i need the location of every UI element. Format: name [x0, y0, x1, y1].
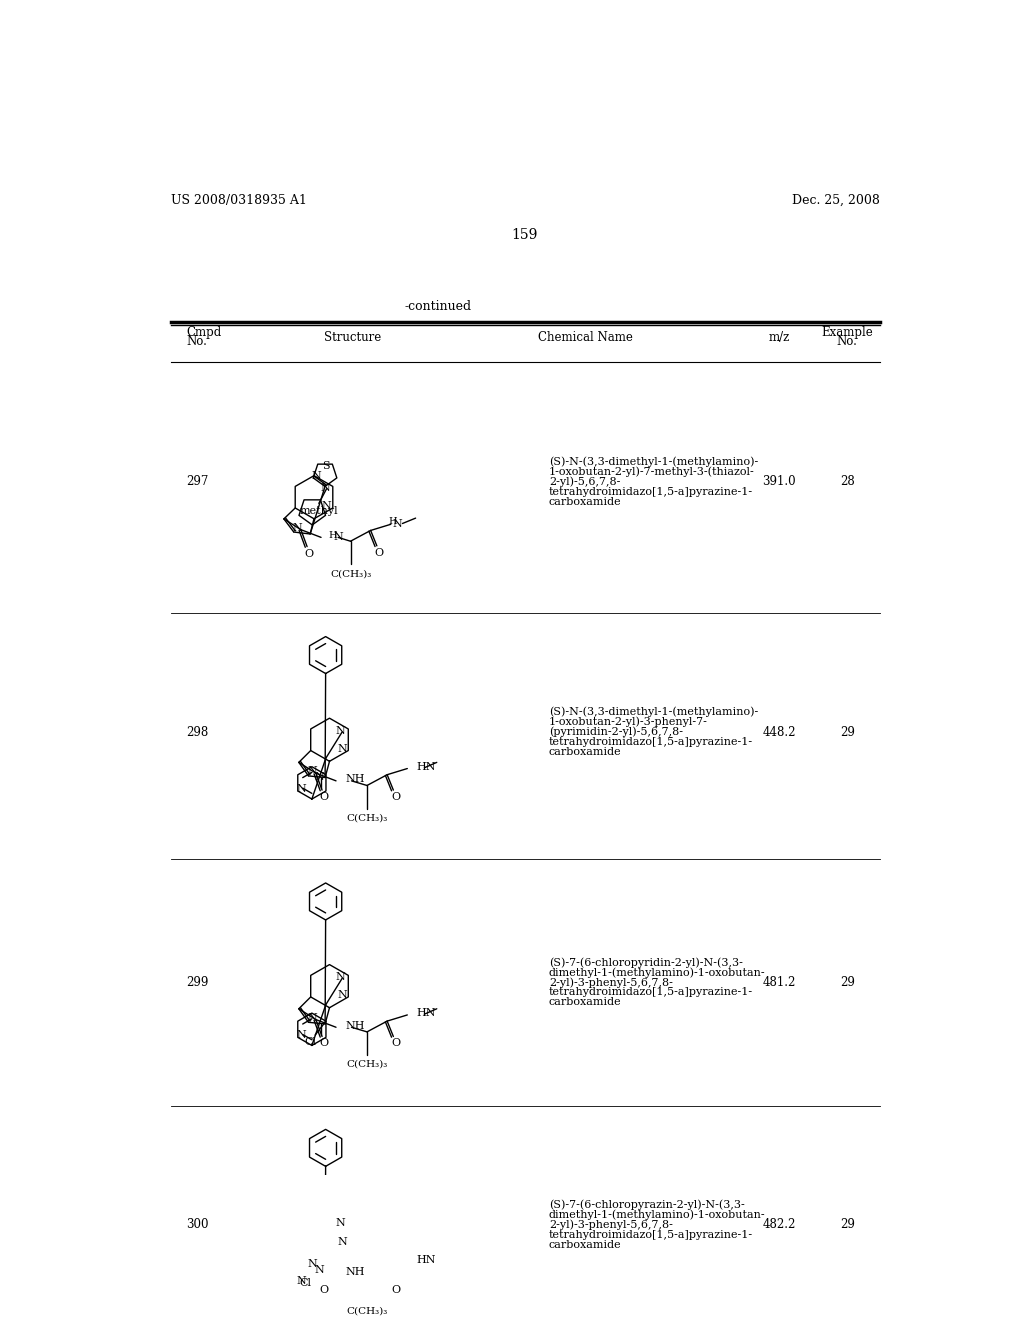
Text: 2-yl)-3-phenyl-5,6,7,8-: 2-yl)-3-phenyl-5,6,7,8- — [549, 977, 673, 987]
Text: N: N — [334, 532, 343, 541]
Text: 2-yl)-5,6,7,8-: 2-yl)-5,6,7,8- — [549, 477, 621, 487]
Text: N: N — [337, 744, 347, 754]
Text: 300: 300 — [186, 1218, 209, 1232]
Text: N: N — [311, 471, 322, 482]
Text: C(CH₃)₃: C(CH₃)₃ — [346, 1305, 388, 1315]
Text: N: N — [315, 1265, 325, 1275]
Text: S: S — [323, 462, 330, 471]
Text: H: H — [389, 517, 397, 527]
Text: carboxamide: carboxamide — [549, 496, 622, 507]
Text: Cl: Cl — [304, 1038, 316, 1047]
Text: tetrahydroimidazo[1,5-a]pyrazine-1-: tetrahydroimidazo[1,5-a]pyrazine-1- — [549, 487, 753, 496]
Text: C(CH₃)₃: C(CH₃)₃ — [346, 1060, 388, 1069]
Text: N: N — [307, 767, 317, 776]
Text: N: N — [336, 726, 345, 735]
Text: Structure: Structure — [325, 330, 381, 343]
Text: 448.2: 448.2 — [762, 726, 796, 739]
Text: O: O — [375, 548, 384, 558]
Text: NH: NH — [345, 775, 365, 784]
Text: carboxamide: carboxamide — [549, 747, 622, 758]
Text: Example: Example — [821, 326, 873, 339]
Text: US 2008/0318935 A1: US 2008/0318935 A1 — [171, 194, 306, 207]
Text: tetrahydroimidazo[1,5-a]pyrazine-1-: tetrahydroimidazo[1,5-a]pyrazine-1- — [549, 1230, 753, 1239]
Text: 159: 159 — [512, 228, 538, 243]
Text: Cmpd: Cmpd — [186, 326, 221, 339]
Text: 1-oxobutan-2-yl)-7-methyl-3-(thiazol-: 1-oxobutan-2-yl)-7-methyl-3-(thiazol- — [549, 466, 755, 477]
Text: N: N — [297, 1030, 306, 1040]
Text: 2-yl)-3-phenyl-5,6,7,8-: 2-yl)-3-phenyl-5,6,7,8- — [549, 1220, 673, 1230]
Text: HN: HN — [417, 1008, 436, 1019]
Text: O: O — [319, 1284, 329, 1295]
Text: 391.0: 391.0 — [762, 475, 796, 488]
Text: O: O — [319, 792, 329, 803]
Text: methyl: methyl — [300, 506, 338, 516]
Text: 481.2: 481.2 — [762, 975, 796, 989]
Text: 1-oxobutan-2-yl)-3-phenyl-7-: 1-oxobutan-2-yl)-3-phenyl-7- — [549, 717, 708, 727]
Text: O: O — [319, 1039, 329, 1048]
Text: N: N — [297, 784, 306, 793]
Text: carboxamide: carboxamide — [549, 998, 622, 1007]
Text: Dec. 25, 2008: Dec. 25, 2008 — [792, 194, 880, 207]
Text: Cl: Cl — [300, 1278, 311, 1287]
Text: Chemical Name: Chemical Name — [538, 330, 633, 343]
Text: N: N — [337, 990, 347, 1001]
Text: O: O — [391, 792, 400, 803]
Text: 29: 29 — [840, 726, 855, 739]
Text: N: N — [336, 1218, 345, 1229]
Text: N: N — [336, 972, 345, 982]
Text: 29: 29 — [840, 1218, 855, 1232]
Text: carboxamide: carboxamide — [549, 1239, 622, 1250]
Text: HN: HN — [417, 762, 436, 772]
Text: NH: NH — [345, 1267, 365, 1278]
Text: N: N — [307, 1259, 317, 1269]
Text: 299: 299 — [186, 975, 209, 989]
Text: 28: 28 — [840, 475, 855, 488]
Text: NH: NH — [345, 1020, 365, 1031]
Text: N: N — [293, 523, 302, 533]
Text: O: O — [391, 1284, 400, 1295]
Text: N: N — [393, 519, 402, 528]
Text: 297: 297 — [186, 475, 209, 488]
Text: O: O — [391, 1039, 400, 1048]
Text: tetrahydroimidazo[1,5-a]pyrazine-1-: tetrahydroimidazo[1,5-a]pyrazine-1- — [549, 987, 753, 998]
Text: (pyrimidin-2-yl)-5,6,7,8-: (pyrimidin-2-yl)-5,6,7,8- — [549, 727, 683, 738]
Text: No.: No. — [186, 335, 207, 348]
Text: N: N — [307, 1012, 317, 1023]
Text: (S)-N-(3,3-dimethyl-1-(methylamino)-: (S)-N-(3,3-dimethyl-1-(methylamino)- — [549, 706, 758, 717]
Text: No.: No. — [837, 335, 858, 348]
Text: dimethyl-1-(methylamino)-1-oxobutan-: dimethyl-1-(methylamino)-1-oxobutan- — [549, 1209, 766, 1220]
Text: N: N — [337, 1237, 347, 1247]
Text: dimethyl-1-(methylamino)-1-oxobutan-: dimethyl-1-(methylamino)-1-oxobutan- — [549, 968, 766, 978]
Text: N: N — [322, 502, 332, 511]
Text: 29: 29 — [840, 975, 855, 989]
Text: 298: 298 — [186, 726, 208, 739]
Text: m/z: m/z — [768, 330, 790, 343]
Text: -continued: -continued — [404, 300, 472, 313]
Text: O: O — [305, 549, 314, 558]
Text: N: N — [321, 483, 330, 492]
Text: N: N — [315, 772, 325, 781]
Text: HN: HN — [417, 1255, 436, 1265]
Text: C(CH₃)₃: C(CH₃)₃ — [346, 813, 388, 822]
Text: C(CH₃)₃: C(CH₃)₃ — [330, 569, 371, 578]
Text: H: H — [329, 531, 338, 540]
Text: N: N — [297, 1276, 306, 1287]
Text: (S)-7-(6-chloropyridin-2-yl)-N-(3,3-: (S)-7-(6-chloropyridin-2-yl)-N-(3,3- — [549, 957, 742, 968]
Text: (S)-N-(3,3-dimethyl-1-(methylamino)-: (S)-N-(3,3-dimethyl-1-(methylamino)- — [549, 457, 758, 467]
Text: tetrahydroimidazo[1,5-a]pyrazine-1-: tetrahydroimidazo[1,5-a]pyrazine-1- — [549, 737, 753, 747]
Text: 482.2: 482.2 — [762, 1218, 796, 1232]
Text: (S)-7-(6-chloropyrazin-2-yl)-N-(3,3-: (S)-7-(6-chloropyrazin-2-yl)-N-(3,3- — [549, 1200, 744, 1210]
